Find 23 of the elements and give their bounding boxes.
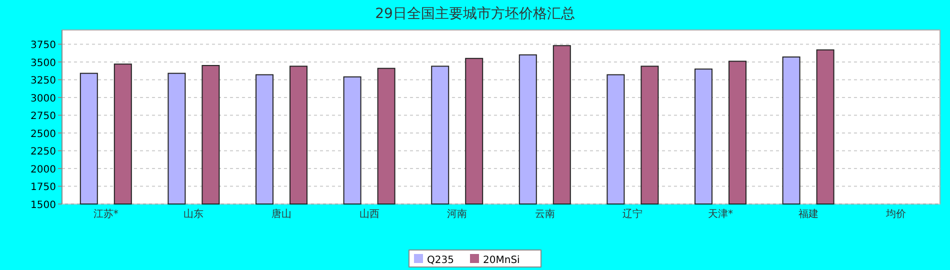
x-tick-label: 山东	[184, 208, 204, 220]
y-tick-label: 3250	[30, 76, 56, 87]
y-tick-label: 2250	[30, 146, 56, 158]
x-tick-label: 云南	[534, 208, 555, 220]
x-tick-label: 山西	[359, 208, 380, 220]
x-tick-label: 唐山	[272, 208, 292, 220]
y-tick-label: 3750	[30, 40, 56, 52]
x-tick-label: 江苏*	[93, 208, 118, 220]
x-tick-label: 福建	[798, 208, 818, 220]
y-tick-label: 2000	[30, 164, 56, 176]
y-tick-label: 1500	[30, 200, 56, 211]
chart-title: 29日全国主要城市方坯价格汇总	[375, 6, 575, 22]
y-tick-label: 2500	[30, 128, 56, 140]
x-tick-label: 均价	[885, 208, 906, 220]
legend-label: Q235	[427, 255, 454, 266]
x-tick-label: 辽宁	[622, 208, 643, 220]
y-tick-label: 3500	[30, 58, 56, 69]
y-tick-label: 2750	[30, 111, 56, 122]
y-tick-label: 1750	[30, 182, 56, 194]
y-tick-label: 3000	[30, 93, 56, 104]
x-tick-label: 天津*	[708, 208, 733, 220]
x-tick-label: 河南	[447, 208, 468, 220]
legend-label: 20MnSi	[483, 255, 520, 266]
